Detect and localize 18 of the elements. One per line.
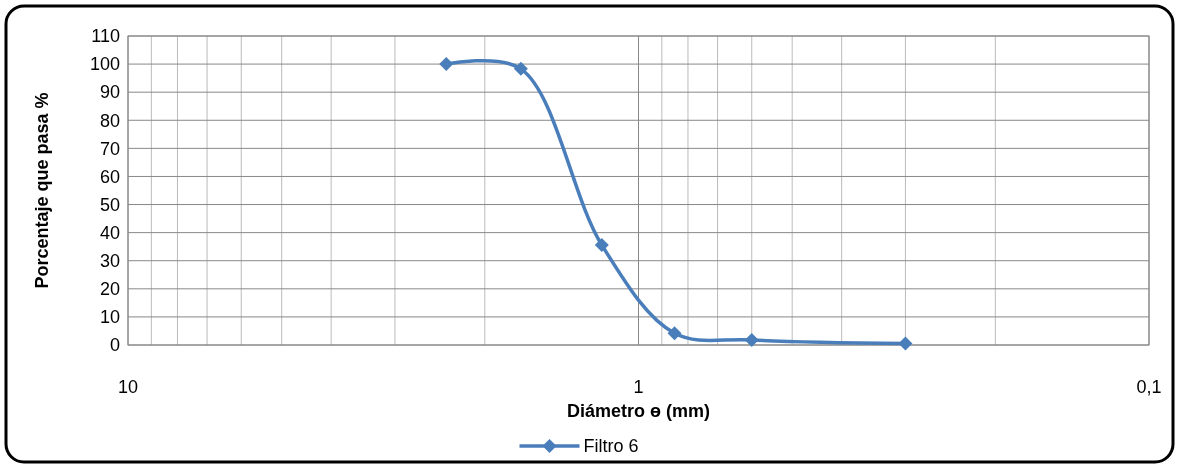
y-tick-label: 100 <box>89 54 120 75</box>
x-tick-label: 0,1 <box>1136 377 1162 397</box>
y-tick-label: 80 <box>99 110 120 131</box>
x-tick-label: 10 <box>117 377 139 397</box>
y-tick-label: 90 <box>99 82 120 103</box>
x-tick-label: 1 <box>633 377 644 397</box>
y-tick-label: 20 <box>99 279 120 300</box>
legend-label: Filtro 6 <box>583 436 639 457</box>
x-axis-title: Diámetro ɵ (mm) <box>566 401 711 421</box>
y-tick-label: 110 <box>91 26 120 47</box>
y-tick-label: 0 <box>109 335 120 356</box>
y-tick-label: 40 <box>99 222 120 243</box>
y-tick-label: 30 <box>99 251 120 272</box>
y-tick-label: 60 <box>99 166 120 187</box>
y-tick-label: 10 <box>99 307 120 328</box>
y-axis-title: Porcentaje que pasa % <box>32 92 52 289</box>
y-tick-label: 70 <box>99 138 120 159</box>
y-tick-label: 50 <box>99 194 120 215</box>
